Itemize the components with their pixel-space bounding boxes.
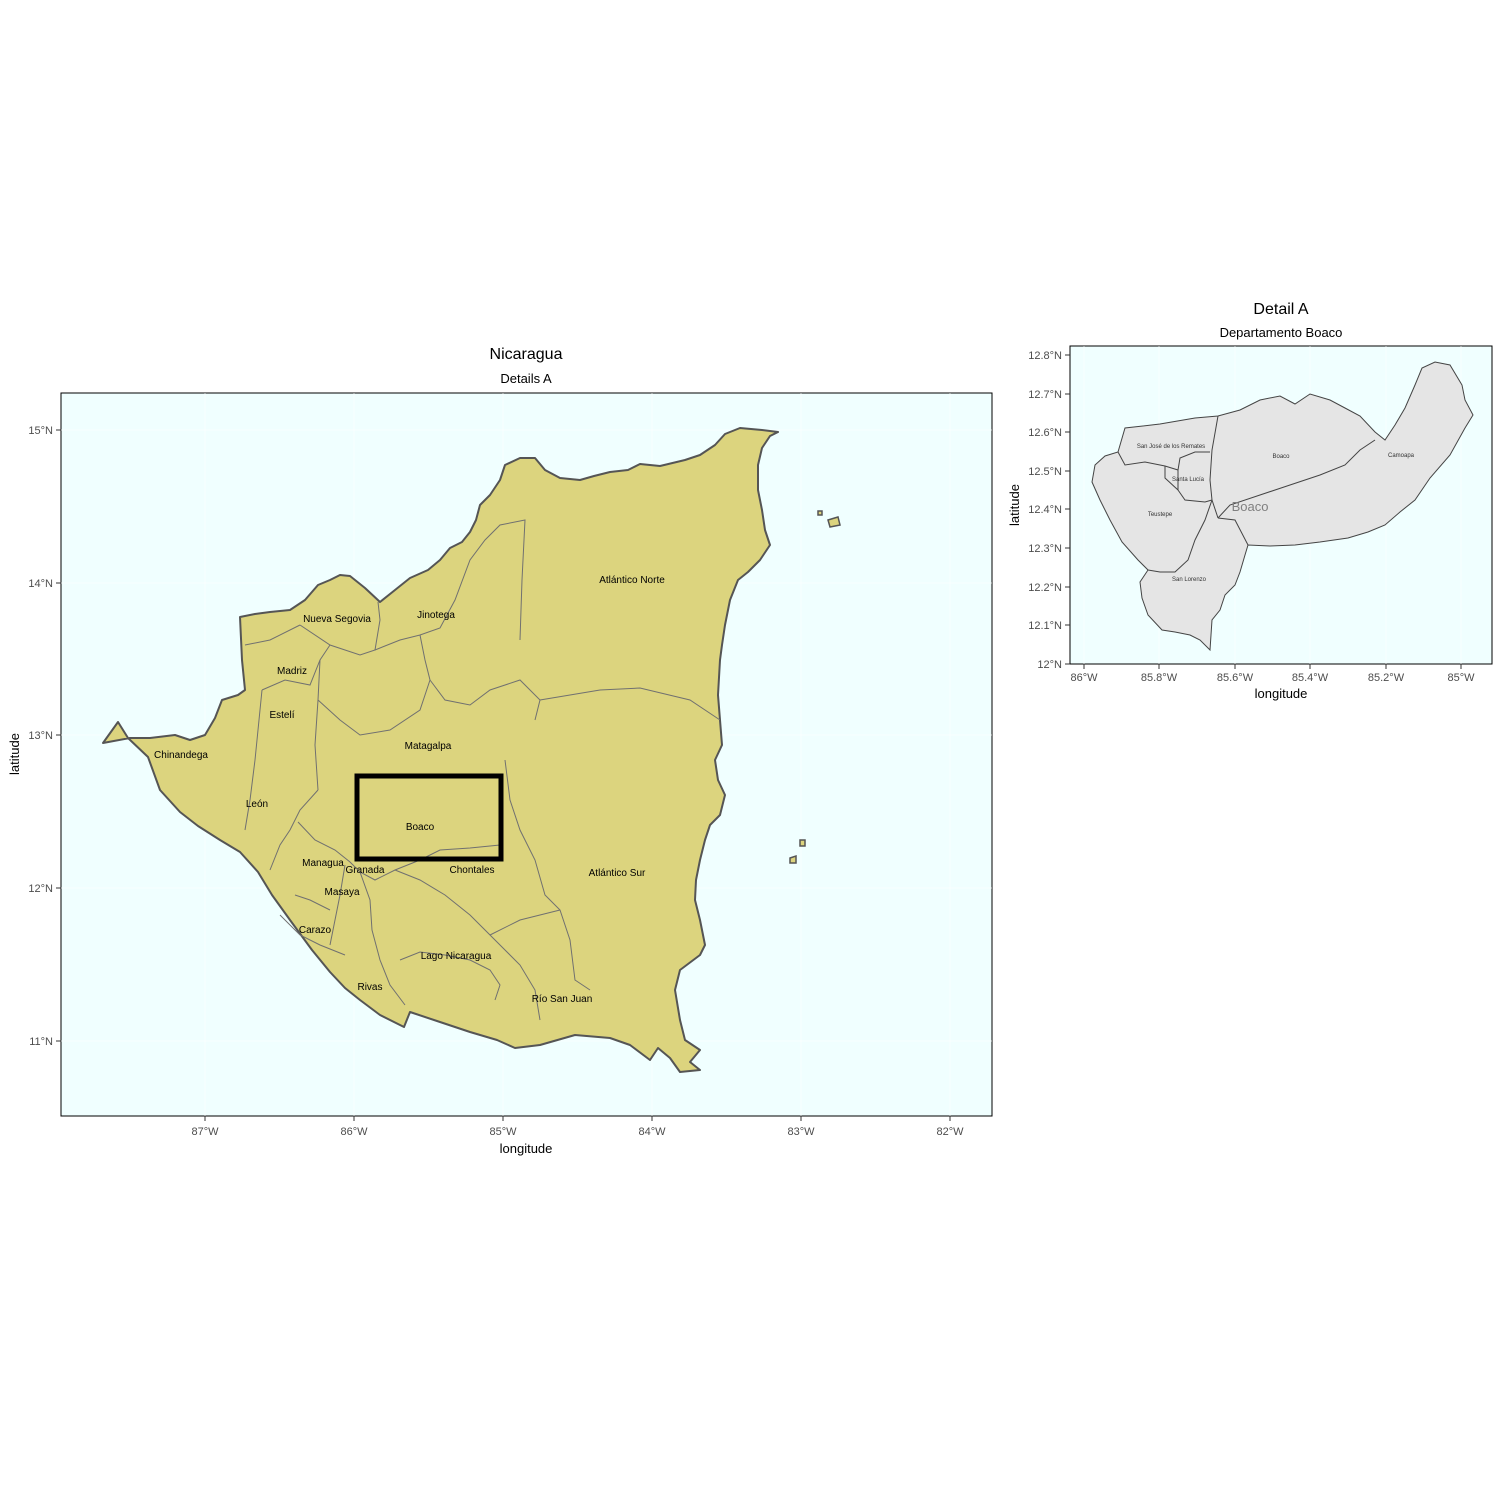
label-madriz: Madriz bbox=[277, 666, 307, 677]
inset-x-tick: 85.4°W bbox=[1292, 672, 1329, 684]
department-borders bbox=[244, 519, 721, 1021]
label-chinandega: Chinandega bbox=[154, 750, 208, 761]
label-teustepe: Teustepe bbox=[1148, 512, 1173, 518]
main-map-y-axis: 15°N 14°N 13°N 12°N 11°N bbox=[28, 425, 61, 1048]
inset-y-tick: 12.8°N bbox=[1028, 350, 1062, 362]
inset-map-x-axis-label: longitude bbox=[1255, 686, 1308, 701]
inset-y-tick: 12.3°N bbox=[1028, 543, 1062, 555]
inset-map-panel: Detail A Departamento Boaco San José de … bbox=[1007, 301, 1493, 701]
inset-map-title: Detail A bbox=[1253, 301, 1308, 318]
label-municipio-boaco: Boaco bbox=[1272, 454, 1290, 460]
main-map-x-axis: 87°W 86°W 85°W 84°W 83°W 82°W bbox=[191, 1116, 964, 1138]
inset-x-tick: 85°W bbox=[1447, 672, 1475, 684]
main-y-tick: 11°N bbox=[29, 1036, 53, 1048]
label-leon: León bbox=[246, 799, 268, 810]
main-x-tick: 87°W bbox=[191, 1126, 219, 1138]
label-camoapa: Camoapa bbox=[1388, 453, 1415, 459]
inset-y-tick: 12°N bbox=[1037, 659, 1062, 671]
label-rio-san-juan: Río San Juan bbox=[532, 994, 593, 1005]
boaco-department-shape bbox=[1091, 361, 1474, 652]
main-x-tick: 85°W bbox=[489, 1126, 517, 1138]
inset-x-tick: 85.6°W bbox=[1217, 672, 1254, 684]
label-matagalpa: Matagalpa bbox=[405, 741, 452, 752]
main-x-tick: 82°W bbox=[936, 1126, 964, 1138]
main-y-tick: 12°N bbox=[28, 883, 53, 895]
inset-map-y-axis: 12.8°N 12.7°N 12.6°N 12.5°N 12.4°N 12.3°… bbox=[1028, 350, 1070, 671]
main-y-tick: 15°N bbox=[28, 425, 53, 437]
label-masaya: Masaya bbox=[324, 887, 359, 898]
label-carazo: Carazo bbox=[299, 925, 332, 936]
main-y-tick: 14°N bbox=[28, 578, 53, 590]
main-map-x-axis-label: longitude bbox=[500, 1141, 553, 1156]
label-boaco: Boaco bbox=[406, 822, 435, 833]
islands bbox=[789, 510, 841, 864]
label-lago-nicaragua: Lago Nicaragua bbox=[421, 951, 492, 962]
municipality-labels: San José de los Remates Boaco Camoapa Sa… bbox=[1137, 444, 1415, 583]
inset-y-tick: 12.6°N bbox=[1028, 427, 1062, 439]
inset-y-tick: 12.1°N bbox=[1028, 620, 1062, 632]
inset-map-y-axis-label: latitude bbox=[1007, 484, 1022, 526]
label-jinotega: Jinotega bbox=[417, 610, 455, 621]
detail-a-highlight-box bbox=[354, 773, 504, 862]
main-map-panel: Nicaragua Details A bbox=[7, 346, 993, 1156]
inset-y-tick: 12.5°N bbox=[1028, 466, 1062, 478]
inset-map-x-axis: 86°W 85.8°W 85.6°W 85.4°W 85.2°W 85°W bbox=[1070, 664, 1475, 684]
inset-y-tick: 12.4°N bbox=[1028, 504, 1062, 516]
label-esteli: Estelí bbox=[269, 710, 294, 721]
label-chontales: Chontales bbox=[449, 865, 494, 876]
main-y-tick: 13°N bbox=[28, 730, 53, 742]
municipality-borders bbox=[1117, 415, 1376, 573]
inset-department-label: Boaco bbox=[1232, 499, 1269, 514]
label-atlantico-norte: Atlántico Norte bbox=[599, 575, 665, 586]
label-san-lorenzo: San Lorenzo bbox=[1172, 577, 1207, 583]
inset-x-tick: 86°W bbox=[1070, 672, 1098, 684]
label-nueva-segovia: Nueva Segovia bbox=[303, 614, 371, 625]
label-santa-lucia: Santa Lucía bbox=[1172, 477, 1205, 483]
main-x-tick: 83°W bbox=[787, 1126, 815, 1138]
label-granada: Granada bbox=[346, 865, 385, 876]
label-san-jose-de-los-remates: San José de los Remates bbox=[1137, 444, 1205, 450]
main-map-y-axis-label: latitude bbox=[7, 733, 22, 775]
nicaragua-landmass bbox=[102, 427, 779, 1073]
main-x-tick: 84°W bbox=[638, 1126, 666, 1138]
label-managua: Managua bbox=[302, 858, 344, 869]
inset-x-tick: 85.2°W bbox=[1368, 672, 1405, 684]
main-map-title: Nicaragua bbox=[490, 346, 563, 363]
label-rivas: Rivas bbox=[357, 982, 382, 993]
main-map-subtitle: Details A bbox=[500, 371, 552, 386]
inset-y-tick: 12.2°N bbox=[1028, 582, 1062, 594]
department-labels: Atlántico Norte Nueva Segovia Jinotega M… bbox=[154, 575, 665, 1005]
main-x-tick: 86°W bbox=[340, 1126, 368, 1138]
inset-x-tick: 85.8°W bbox=[1141, 672, 1178, 684]
inset-y-tick: 12.7°N bbox=[1028, 389, 1062, 401]
inset-map-subtitle: Departamento Boaco bbox=[1220, 325, 1343, 340]
label-atlantico-sur: Atlántico Sur bbox=[589, 868, 646, 879]
